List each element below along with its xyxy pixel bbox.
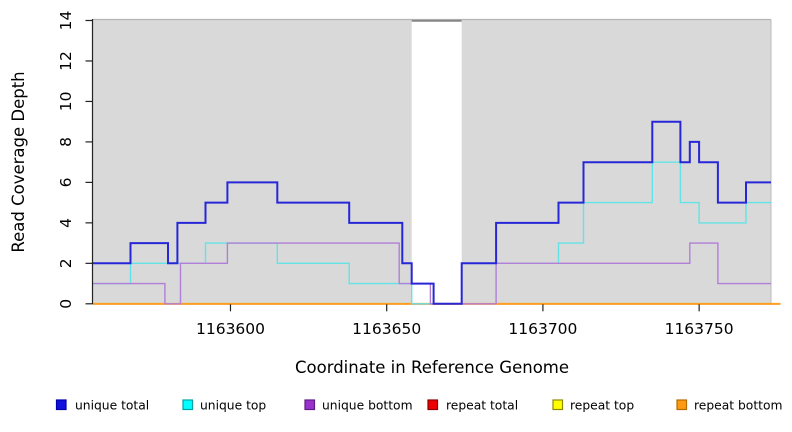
y-tick-label: 10 [57, 92, 75, 112]
legend-item-unique-top: unique top [182, 399, 266, 413]
legend-item-repeat-total: repeat total [427, 399, 518, 413]
y-tick-label: 14 [57, 11, 75, 31]
legend-label: repeat top [570, 399, 634, 413]
legend-swatch [427, 399, 439, 411]
x-tick-label: 1163750 [665, 320, 734, 338]
legend-item-repeat-top: repeat top [552, 399, 634, 413]
legend-swatch [304, 399, 316, 411]
legend-swatch [552, 399, 564, 411]
y-tick-label: 4 [57, 218, 75, 228]
legend-swatch [55, 399, 67, 411]
series-unique-total [93, 120, 771, 305]
legend-item-unique-total: unique total [55, 399, 149, 413]
legend-label: repeat bottom [694, 399, 782, 413]
y-tick-label: 2 [57, 258, 75, 268]
axes: 0 2 4 6 8 10 12 14 1163600 1163650 1163700 1163750 [57, 11, 734, 338]
x-tick-label: 1163700 [508, 320, 577, 338]
legend-label: repeat total [446, 399, 518, 413]
legend-label: unique bottom [322, 399, 413, 413]
y-axis-title: Read Coverage Depth [9, 71, 28, 252]
legend-swatch [676, 399, 688, 411]
y-tick-label: 8 [57, 137, 75, 147]
masked-region [411, 19, 462, 304]
y-tick-label: 6 [57, 177, 75, 187]
x-tick-label: 1163650 [352, 320, 421, 338]
y-tick-label: 0 [57, 299, 75, 309]
legend-item-repeat-bottom: repeat bottom [676, 399, 782, 413]
legend-label: unique top [200, 399, 266, 413]
plot-panel [93, 18, 772, 304]
legend-swatch [182, 399, 194, 411]
x-axis-title: Coordinate in Reference Genome [295, 358, 569, 377]
x-tick-label: 1163600 [196, 320, 265, 338]
axis-titles: Coordinate in Reference Genome Read Cove… [9, 71, 569, 377]
series-lines [93, 120, 781, 305]
legend: unique total unique top unique bottom repea… [55, 399, 782, 413]
y-tick-label: 12 [57, 51, 75, 71]
legend-item-unique-bottom: unique bottom [304, 399, 413, 413]
legend-label: unique total [75, 399, 149, 413]
